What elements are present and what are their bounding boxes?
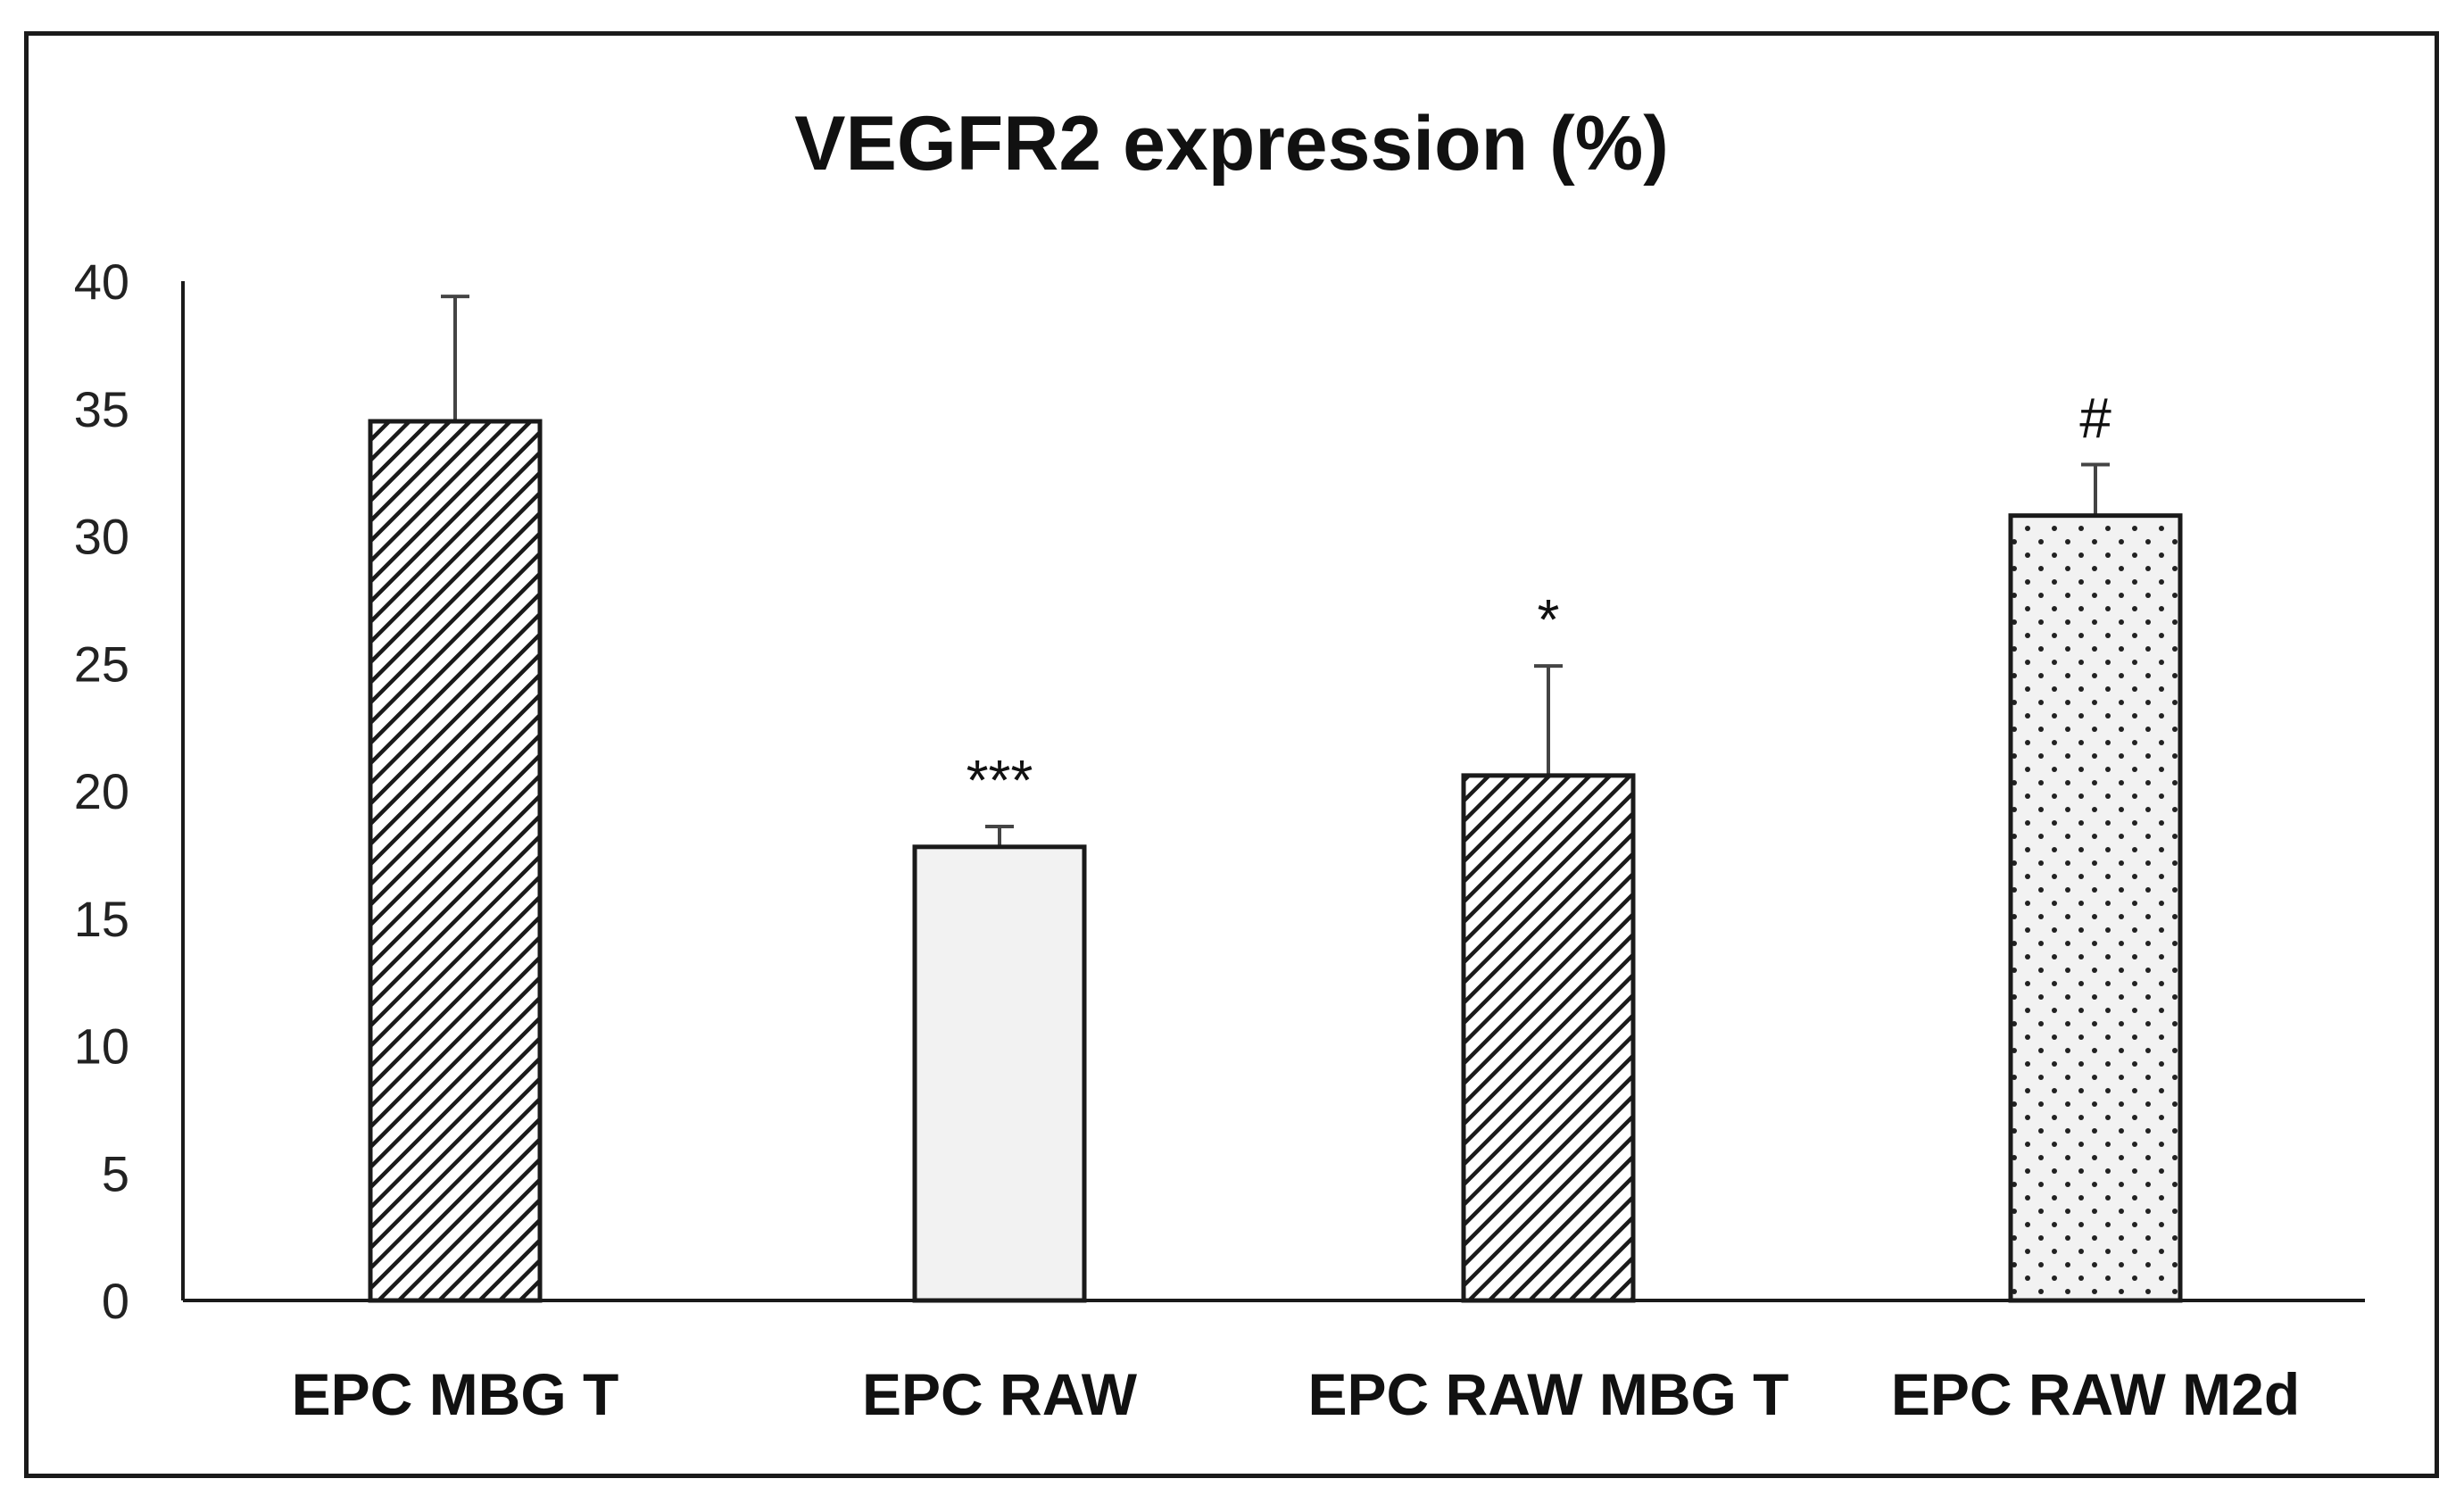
y-tick-label: 0 (102, 1273, 129, 1329)
bars: ****# (368, 295, 2183, 1303)
y-tick-label: 40 (74, 253, 129, 310)
x-tick-label: EPC RAW MBG T (1308, 1361, 1789, 1427)
x-axis: EPC MBG T EPC RAW EPC RAW MBG T EPC RAW M2d (183, 1299, 2365, 1427)
y-tick-label: 15 (74, 891, 129, 947)
bar-1 (368, 419, 543, 1303)
y-axis: 0 5 10 15 20 25 30 35 40 (74, 253, 185, 1329)
significance-marker-3: * (1538, 587, 1560, 652)
bar-4 (2008, 513, 2183, 1303)
bar-3 (1461, 773, 1636, 1303)
chart-title: VEGFR2 expression (%) (794, 101, 1669, 187)
x-tick-label: EPC RAW M2d (1891, 1361, 2300, 1427)
x-tick-label: EPC RAW (862, 1361, 1138, 1427)
significance-marker-4: # (2079, 386, 2111, 451)
y-tick-label: 20 (74, 763, 129, 819)
y-tick-label: 30 (74, 509, 129, 565)
y-tick-label: 5 (102, 1145, 129, 1201)
y-tick-label: 10 (74, 1018, 129, 1075)
y-tick-label: 35 (74, 381, 129, 437)
significance-marker-2: *** (967, 748, 1033, 812)
x-tick-label: EPC MBG T (292, 1361, 619, 1427)
bar-2 (912, 844, 1087, 1303)
y-tick-label: 25 (74, 636, 129, 692)
